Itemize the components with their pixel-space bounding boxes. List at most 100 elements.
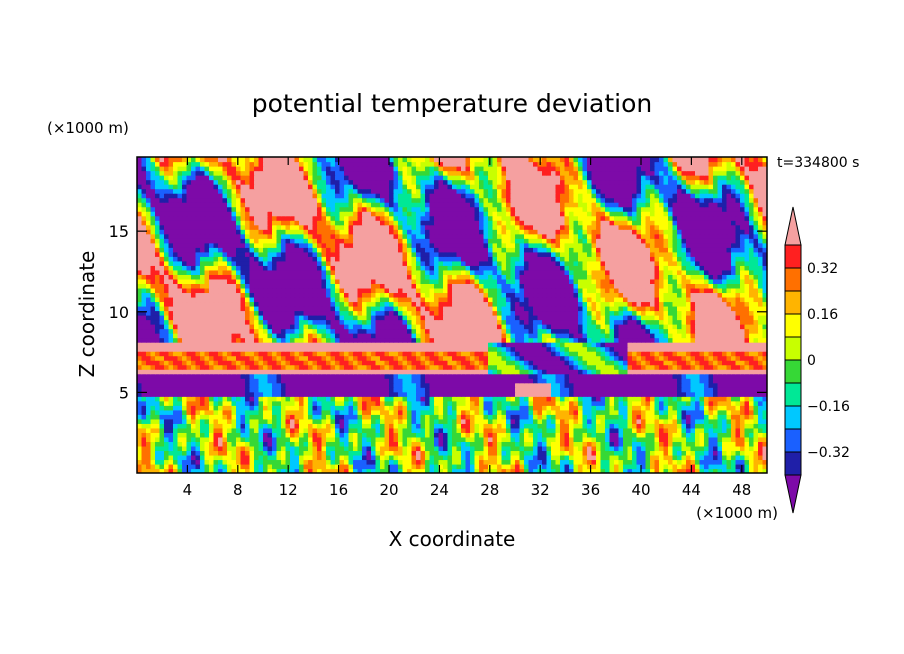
contour-cell <box>254 310 260 316</box>
contour-cell <box>677 391 683 397</box>
contour-cell <box>344 468 350 473</box>
contour-cell <box>681 346 687 352</box>
contour-cell <box>227 324 233 330</box>
contour-cell <box>515 441 521 447</box>
contour-cell <box>474 324 480 330</box>
contour-cell <box>258 315 264 321</box>
contour-cell <box>537 450 543 456</box>
contour-cell <box>222 333 228 339</box>
contour-cell <box>222 409 228 415</box>
contour-cell <box>303 319 309 325</box>
contour-cell <box>564 364 570 370</box>
contour-cell <box>735 382 741 388</box>
contour-cell <box>402 360 408 366</box>
contour-cell <box>353 315 359 321</box>
contour-cell <box>636 364 642 370</box>
contour-cell <box>528 369 534 375</box>
contour-cell <box>573 369 579 375</box>
contour-cell <box>326 351 332 357</box>
contour-cell <box>681 382 687 388</box>
contour-cell <box>258 333 264 339</box>
contour-cell <box>294 423 300 429</box>
contour-cell <box>173 400 179 406</box>
contour-cell <box>762 414 767 420</box>
contour-cell <box>560 468 566 473</box>
contour-cell <box>353 319 359 325</box>
contour-cell <box>564 351 570 357</box>
contour-cell <box>465 414 471 420</box>
contour-cell <box>209 450 215 456</box>
contour-cell <box>510 319 516 325</box>
contour-cell <box>533 328 539 334</box>
contour-cell <box>137 418 143 424</box>
contour-cell <box>159 463 165 470</box>
contour-cell <box>690 364 696 370</box>
contour-cell <box>429 364 435 370</box>
contour-cell <box>731 445 737 452</box>
contour-cell <box>690 319 696 325</box>
contour-cell <box>744 337 750 343</box>
contour-cell <box>299 378 305 384</box>
contour-cell <box>587 459 593 465</box>
contour-cell <box>762 459 767 465</box>
contour-cell <box>231 360 237 366</box>
contour-cell <box>623 328 629 334</box>
contour-cell <box>348 315 354 321</box>
contour-cell <box>339 319 345 325</box>
contour-cell <box>285 459 291 465</box>
contour-cell <box>524 373 530 379</box>
contour-cell <box>357 405 363 411</box>
contour-cell <box>344 387 350 393</box>
contour-cell <box>677 315 683 321</box>
contour-cell <box>155 454 161 461</box>
contour-cell <box>506 450 512 456</box>
contour-cell <box>155 378 161 384</box>
contour-cell <box>717 418 723 424</box>
contour-cell <box>285 310 291 316</box>
contour-cell <box>371 423 377 429</box>
contour-cell <box>524 454 530 461</box>
contour-cell <box>186 468 192 473</box>
contour-cell <box>371 450 377 456</box>
contour-cell <box>749 396 755 402</box>
contour-cell <box>681 378 687 384</box>
contour-cell <box>686 423 692 429</box>
contour-cell <box>740 387 746 393</box>
contour-cell <box>519 355 525 361</box>
contour-cell <box>344 328 350 334</box>
contour-cell <box>353 351 359 357</box>
contour-cell <box>227 391 233 397</box>
contour-cell <box>591 400 597 406</box>
contour-cell <box>290 468 296 473</box>
contour-cell <box>267 346 273 352</box>
contour-cell <box>218 315 224 321</box>
contour-cell <box>632 468 638 473</box>
contour-cell <box>168 378 174 384</box>
contour-cell <box>434 463 440 470</box>
contour-cell <box>587 355 593 361</box>
contour-cell <box>249 337 255 343</box>
contour-cell <box>384 373 390 379</box>
contour-cell <box>744 436 750 442</box>
contour-cell <box>708 405 714 411</box>
contour-cell <box>366 378 372 384</box>
contour-cell <box>303 427 309 433</box>
contour-cell <box>753 396 759 402</box>
contour-cell <box>254 364 260 370</box>
contour-cell <box>627 463 633 470</box>
contour-cell <box>488 418 494 424</box>
contour-cell <box>479 450 485 456</box>
contour-cell <box>582 427 588 433</box>
contour-cell <box>303 369 309 375</box>
contour-cell <box>137 382 143 388</box>
contour-cell <box>443 400 449 406</box>
contour-cell <box>258 342 264 348</box>
contour-cell <box>569 468 575 473</box>
contour-cell <box>447 436 453 442</box>
contour-cell <box>191 441 197 447</box>
contour-cell <box>348 346 354 352</box>
contour-cell <box>380 382 386 388</box>
contour-cell <box>443 337 449 343</box>
contour-cell <box>398 409 404 415</box>
contour-cell <box>479 382 485 388</box>
